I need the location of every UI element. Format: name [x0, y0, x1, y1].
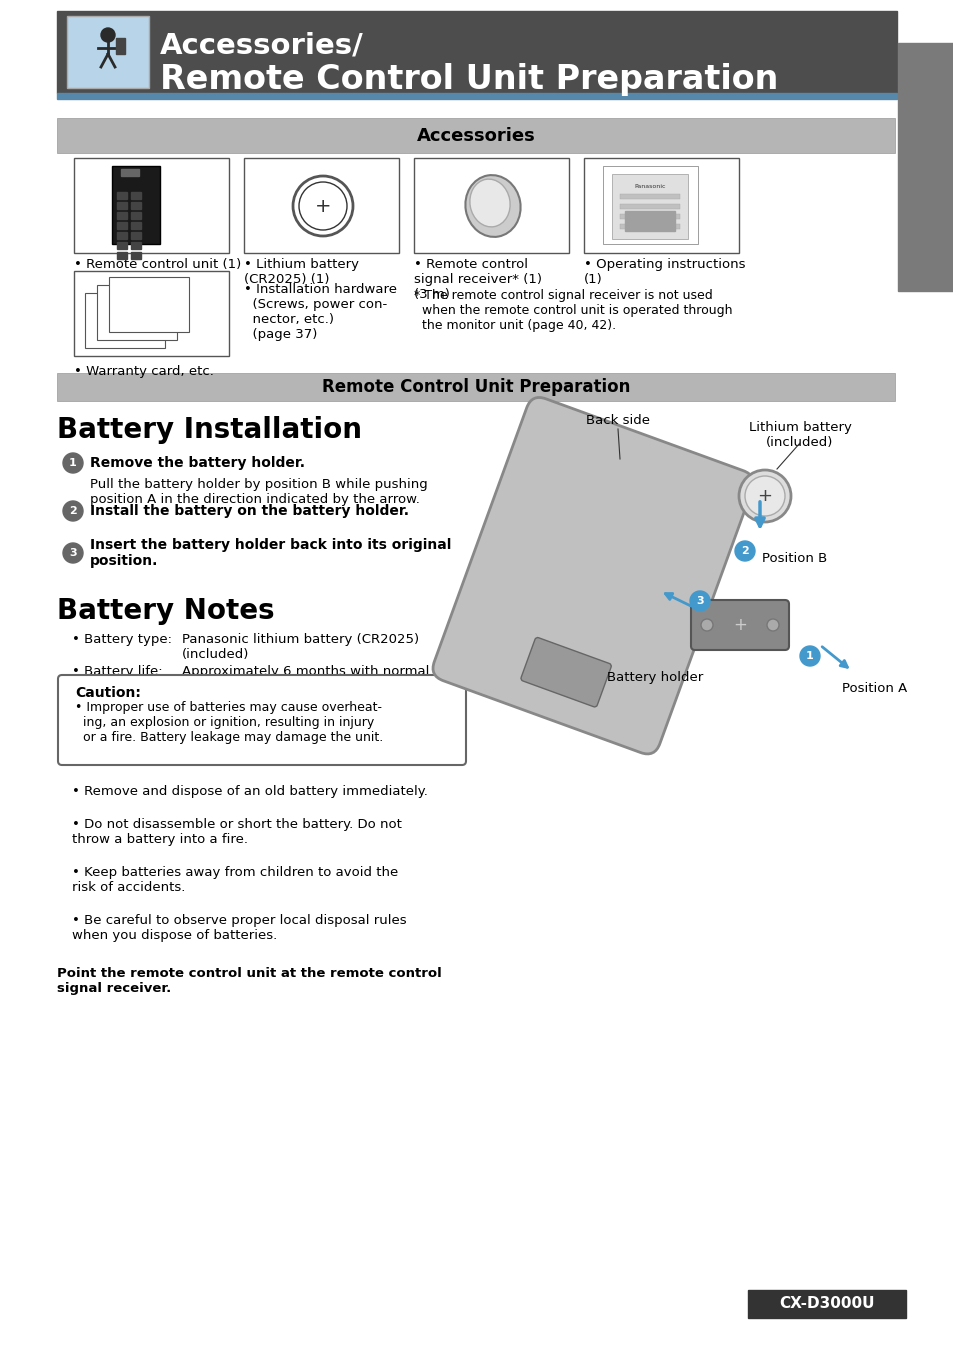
Bar [131, 232, 141, 239]
Circle shape [800, 646, 820, 666]
Text: +: + [757, 486, 772, 505]
Text: • Be careful to observe proper local disposal rules
when you dispose of batterie: • Be careful to observe proper local dis… [71, 915, 406, 942]
Text: * The remote control signal receiver is not used
  when the remote control unit : * The remote control signal receiver is … [414, 289, 732, 332]
Text: 3: 3 [70, 549, 77, 558]
Bar [117, 232, 127, 239]
Text: 2: 2 [740, 546, 748, 557]
Text: 2: 2 [69, 507, 77, 516]
Bar [619, 224, 679, 230]
Bar [85, 293, 165, 349]
Text: Remote Control Unit Preparation: Remote Control Unit Preparation [321, 378, 630, 396]
Text: Back side: Back side [585, 415, 649, 427]
Text: • Remote control unit (1): • Remote control unit (1) [74, 258, 241, 272]
Bar [131, 203, 141, 209]
Bar [57, 93, 896, 99]
Bar [131, 242, 141, 249]
Text: Remote Control Unit Preparation: Remote Control Unit Preparation [160, 62, 778, 96]
Bar [619, 204, 679, 209]
FancyBboxPatch shape [58, 676, 465, 765]
Bar [612, 174, 687, 239]
Text: Battery Installation: Battery Installation [57, 416, 361, 444]
Circle shape [766, 619, 779, 631]
Circle shape [700, 619, 712, 631]
Text: Battery Notes: Battery Notes [57, 597, 274, 626]
Text: Battery holder: Battery holder [606, 671, 702, 685]
Bar [57, 373, 894, 401]
Text: 1: 1 [69, 458, 77, 467]
Text: • Battery type:: • Battery type: [71, 634, 172, 646]
Bar [117, 212, 127, 219]
Text: • Lithium battery
(CR2025) (1): • Lithium battery (CR2025) (1) [244, 258, 358, 286]
Bar [117, 192, 127, 199]
Bar [131, 253, 141, 259]
Ellipse shape [465, 176, 520, 236]
Bar [112, 166, 160, 245]
Bar [57, 11, 896, 93]
Bar [583, 158, 739, 253]
Bar [414, 158, 568, 253]
Text: (included): (included) [765, 436, 833, 449]
Text: Approximately 6 months with normal
use (at room temperature): Approximately 6 months with normal use (… [182, 665, 429, 693]
Text: Position B: Position B [761, 551, 826, 565]
Text: Accessories/: Accessories/ [160, 32, 363, 59]
Bar [131, 222, 141, 230]
Text: Lithium battery: Lithium battery [748, 422, 850, 434]
Text: • Keep batteries away from children to avoid the
risk of accidents.: • Keep batteries away from children to a… [71, 866, 397, 894]
Bar [74, 272, 229, 357]
Text: • Battery life:: • Battery life: [71, 665, 162, 678]
Bar [619, 195, 679, 199]
FancyBboxPatch shape [433, 397, 753, 754]
Circle shape [101, 28, 115, 42]
Text: 1: 1 [805, 651, 813, 661]
Text: Caution:: Caution: [75, 686, 141, 700]
Bar [117, 203, 127, 209]
Ellipse shape [470, 180, 510, 227]
Text: Insert the battery holder back into its original
position.: Insert the battery holder back into its … [90, 538, 451, 569]
Text: • Improper use of batteries may cause overheat-
  ing, an explosion or ignition,: • Improper use of batteries may cause ov… [75, 701, 383, 744]
Bar [244, 158, 398, 253]
Circle shape [63, 543, 83, 563]
Text: • Do not disassemble or short the battery. Do not
throw a battery into a fire.: • Do not disassemble or short the batter… [71, 817, 401, 846]
Circle shape [739, 470, 790, 521]
Bar [131, 212, 141, 219]
Text: +: + [732, 616, 746, 634]
Text: Point the remote control unit at the remote control
signal receiver.: Point the remote control unit at the rem… [57, 967, 441, 994]
Circle shape [734, 540, 754, 561]
Circle shape [689, 590, 709, 611]
FancyBboxPatch shape [520, 638, 611, 707]
Text: • Warranty card, etc.: • Warranty card, etc. [74, 365, 213, 378]
Bar [747, 1290, 905, 1319]
Bar [117, 242, 127, 249]
Text: Pull the battery holder by position B while pushing
position A in the direction : Pull the battery holder by position B wh… [90, 478, 427, 507]
Bar [619, 213, 679, 219]
Bar [74, 158, 229, 253]
Text: Position A: Position A [841, 681, 906, 694]
Circle shape [298, 182, 347, 230]
Text: Install the battery on the battery holder.: Install the battery on the battery holde… [90, 504, 409, 517]
Text: Panasonic: Panasonic [634, 184, 665, 189]
Text: Panasonic lithium battery (CR2025)
(included): Panasonic lithium battery (CR2025) (incl… [182, 634, 418, 661]
Text: +: + [314, 196, 331, 216]
Bar [117, 222, 127, 230]
Bar [116, 38, 125, 54]
Text: • Operating instructions
(1): • Operating instructions (1) [583, 258, 744, 286]
Bar [624, 211, 675, 231]
Text: • Remove and dispose of an old battery immediately.: • Remove and dispose of an old battery i… [71, 785, 428, 798]
Circle shape [63, 501, 83, 521]
Text: • Remote control
signal receiver* (1)
(3 m): • Remote control signal receiver* (1) (3… [414, 258, 541, 301]
Bar [109, 277, 189, 332]
Circle shape [63, 453, 83, 473]
Bar [897, 43, 953, 290]
Text: CX-D3000U: CX-D3000U [779, 1297, 874, 1312]
Bar [117, 253, 127, 259]
Bar [57, 118, 894, 153]
Text: • Installation hardware
  (Screws, power con-
  nector, etc.)
  (page 37): • Installation hardware (Screws, power c… [244, 282, 396, 340]
FancyBboxPatch shape [690, 600, 788, 650]
Bar [602, 166, 698, 245]
Bar [131, 192, 141, 199]
Text: 3: 3 [696, 596, 703, 607]
Bar [97, 285, 177, 340]
Circle shape [293, 176, 353, 236]
Text: Remove the battery holder.: Remove the battery holder. [90, 457, 305, 470]
Circle shape [744, 476, 784, 516]
